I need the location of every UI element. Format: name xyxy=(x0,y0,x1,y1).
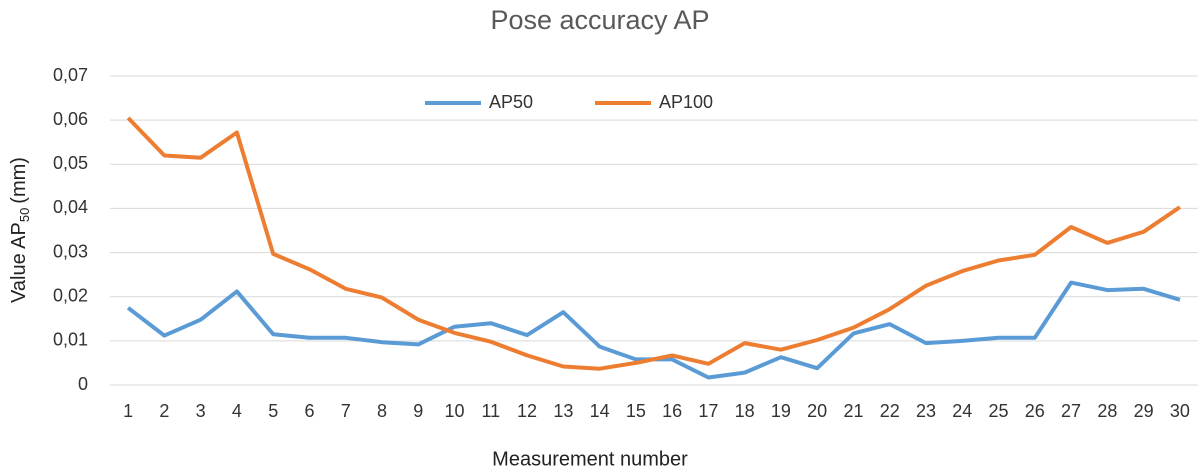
x-tick-label: 3 xyxy=(196,401,206,421)
y-label-main: Value AP xyxy=(8,222,30,303)
x-tick-label: 15 xyxy=(626,401,646,421)
x-tick-label: 29 xyxy=(1134,401,1154,421)
legend-label: AP50 xyxy=(489,92,533,112)
series-line xyxy=(126,116,1182,371)
y-tick-label: 0,02 xyxy=(53,285,88,305)
y-tick-label: 0,04 xyxy=(53,197,88,217)
y-tick-label: 0,06 xyxy=(53,109,88,129)
x-tick-label: 28 xyxy=(1097,401,1117,421)
x-tick-label: 13 xyxy=(553,401,573,421)
y-axis-label: Value AP50 (mm) xyxy=(8,157,32,303)
x-tick-label: 18 xyxy=(735,401,755,421)
x-tick-label: 5 xyxy=(268,401,278,421)
x-tick-label: 4 xyxy=(232,401,242,421)
x-tick-label: 6 xyxy=(304,401,314,421)
y-label-sub: 50 xyxy=(17,208,32,222)
x-tick-label: 23 xyxy=(916,401,936,421)
x-tick-label: 10 xyxy=(445,401,465,421)
x-tick-label: 25 xyxy=(989,401,1009,421)
y-tick-label: 0 xyxy=(78,374,88,394)
x-tick-label: 30 xyxy=(1170,401,1190,421)
x-tick-label: 19 xyxy=(771,401,791,421)
x-tick-label: 7 xyxy=(341,401,351,421)
x-tick-label: 24 xyxy=(952,401,972,421)
y-tick-label: 0,01 xyxy=(53,330,88,350)
x-tick-label: 11 xyxy=(481,401,500,421)
x-tick-label: 27 xyxy=(1061,401,1081,421)
x-tick-label: 22 xyxy=(880,401,900,421)
x-tick-label: 9 xyxy=(413,401,423,421)
y-tick-label: 0,07 xyxy=(53,65,88,85)
x-tick-label: 17 xyxy=(698,401,718,421)
x-axis-label: Measurement number xyxy=(492,448,688,470)
y-label-unit: (mm) xyxy=(8,157,30,204)
chart-title: Pose accuracy AP xyxy=(490,5,709,35)
x-tick-label: 12 xyxy=(517,401,537,421)
x-tick-label: 16 xyxy=(662,401,682,421)
x-tick-label: 2 xyxy=(159,401,169,421)
x-tick-label: 20 xyxy=(807,401,827,421)
y-tick-label: 0,05 xyxy=(53,153,88,173)
x-tick-label: 26 xyxy=(1025,401,1045,421)
x-tick-label: 21 xyxy=(843,401,863,421)
y-tick-label: 0,03 xyxy=(53,241,88,261)
x-tick-label: 8 xyxy=(377,401,387,421)
x-tick-label: 1 xyxy=(123,401,133,421)
x-tick-label: 14 xyxy=(590,401,610,421)
legend-label: AP100 xyxy=(659,92,713,112)
